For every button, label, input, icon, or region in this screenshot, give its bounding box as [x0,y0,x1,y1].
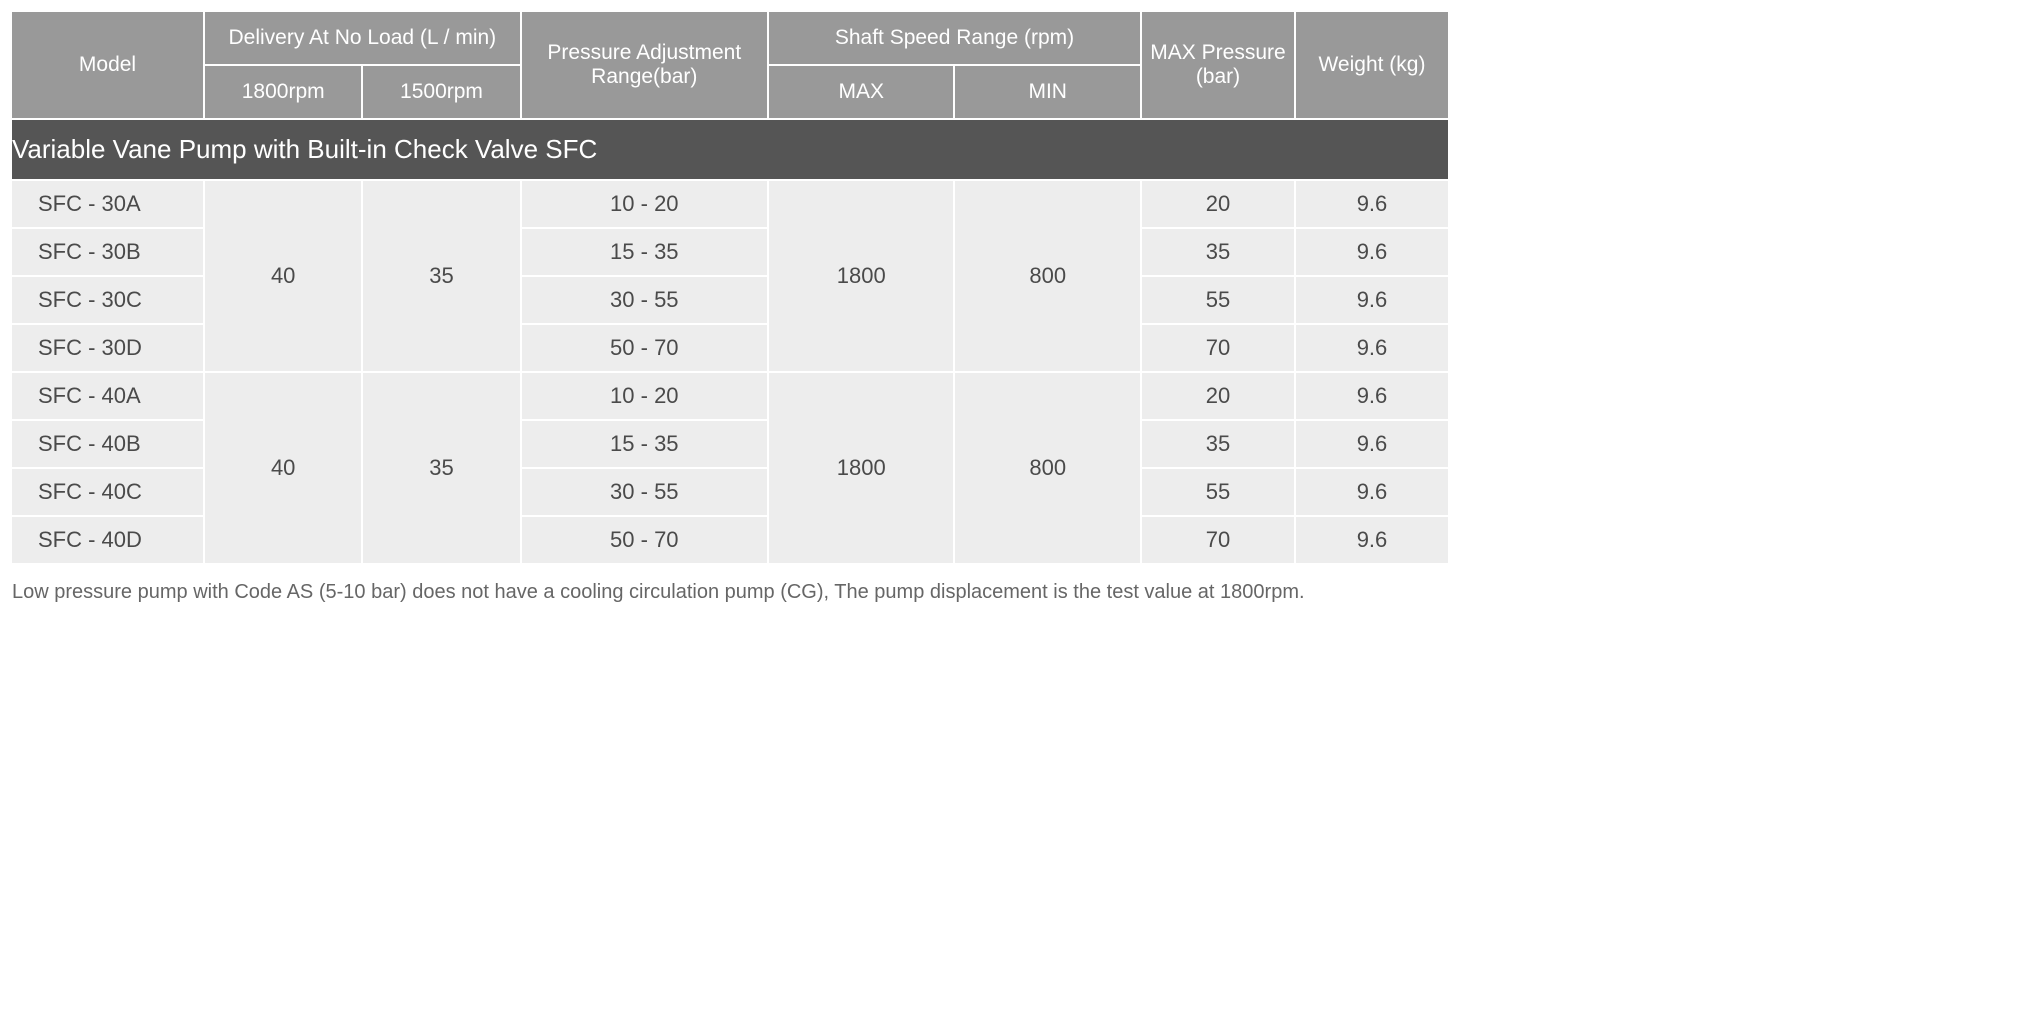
cell-max-pressure: 35 [1142,421,1294,467]
cell-model: SFC - 30B [12,229,203,275]
spec-table: Model Delivery At No Load (L / min) Pres… [10,10,1450,565]
table-header: Model Delivery At No Load (L / min) Pres… [12,12,1448,118]
header-delivery: Delivery At No Load (L / min) [205,12,520,64]
cell-weight: 9.6 [1296,517,1448,563]
cell-weight: 9.6 [1296,469,1448,515]
cell-shaft-max: 1800 [769,373,954,563]
section-title: Variable Vane Pump with Built-in Check V… [12,120,1448,179]
cell-pressure-range: 10 - 20 [522,373,767,419]
cell-pressure-range: 50 - 70 [522,325,767,371]
cell-model: SFC - 30D [12,325,203,371]
cell-pressure-range: 30 - 55 [522,277,767,323]
cell-model: SFC - 30C [12,277,203,323]
cell-weight: 9.6 [1296,181,1448,227]
cell-delivery-1500: 35 [363,181,519,371]
cell-max-pressure: 70 [1142,517,1294,563]
header-delivery-1500: 1500rpm [363,66,519,118]
cell-max-pressure: 35 [1142,229,1294,275]
cell-pressure-range: 50 - 70 [522,517,767,563]
cell-weight: 9.6 [1296,373,1448,419]
footnote-text: Low pressure pump with Code AS (5-10 bar… [10,581,1450,604]
cell-delivery-1800: 40 [205,181,361,371]
cell-pressure-range: 30 - 55 [522,469,767,515]
header-max-pressure: MAX Pressure (bar) [1142,12,1294,118]
table-row: SFC - 40A403510 - 201800800209.6 [12,373,1448,419]
header-shaft-max: MAX [769,66,954,118]
cell-pressure-range: 15 - 35 [522,421,767,467]
cell-max-pressure: 55 [1142,469,1294,515]
cell-model: SFC - 40A [12,373,203,419]
cell-weight: 9.6 [1296,277,1448,323]
table-row: SFC - 30A403510 - 201800800209.6 [12,181,1448,227]
cell-pressure-range: 10 - 20 [522,181,767,227]
header-pressure-range: Pressure Adjustment Range(bar) [522,12,767,118]
spec-table-container: Model Delivery At No Load (L / min) Pres… [10,10,1450,604]
cell-delivery-1800: 40 [205,373,361,563]
cell-model: SFC - 40C [12,469,203,515]
header-delivery-1800: 1800rpm [205,66,361,118]
header-shaft-speed: Shaft Speed Range (rpm) [769,12,1140,64]
cell-pressure-range: 15 - 35 [522,229,767,275]
cell-max-pressure: 70 [1142,325,1294,371]
header-shaft-min: MIN [955,66,1140,118]
cell-shaft-min: 800 [955,373,1140,563]
cell-max-pressure: 55 [1142,277,1294,323]
cell-shaft-min: 800 [955,181,1140,371]
cell-weight: 9.6 [1296,229,1448,275]
cell-max-pressure: 20 [1142,373,1294,419]
cell-max-pressure: 20 [1142,181,1294,227]
cell-model: SFC - 40D [12,517,203,563]
cell-weight: 9.6 [1296,421,1448,467]
header-model: Model [12,12,203,118]
cell-model: SFC - 30A [12,181,203,227]
cell-model: SFC - 40B [12,421,203,467]
cell-weight: 9.6 [1296,325,1448,371]
cell-delivery-1500: 35 [363,373,519,563]
header-weight: Weight (kg) [1296,12,1448,118]
table-body: Variable Vane Pump with Built-in Check V… [12,120,1448,563]
cell-shaft-max: 1800 [769,181,954,371]
